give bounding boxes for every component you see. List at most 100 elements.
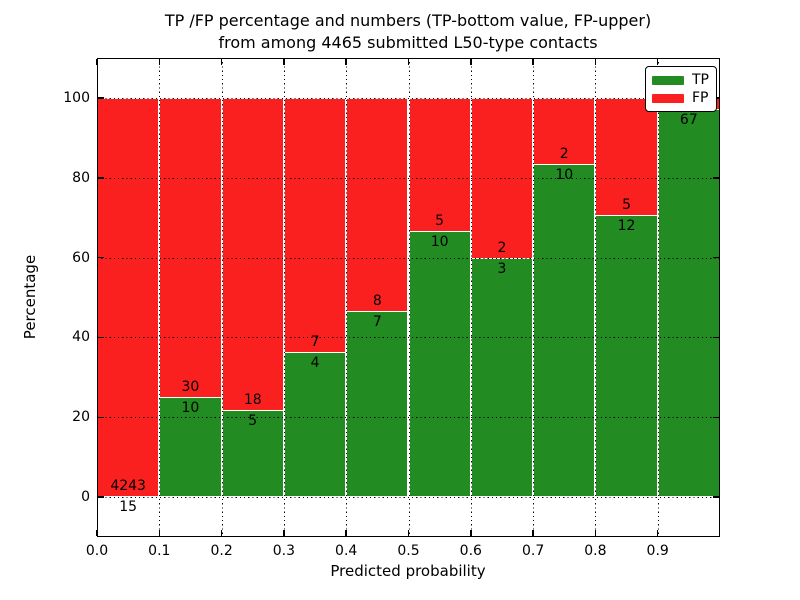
x-tick-label-0.4: 0.4 xyxy=(335,543,358,559)
x-tick-top-0.8 xyxy=(594,59,597,65)
x-tick-top-0 xyxy=(96,59,98,65)
legend-item-tp: TP xyxy=(652,71,710,89)
y-tick-label-20: 20 xyxy=(72,409,90,426)
x-tick-top-0.4 xyxy=(345,59,347,65)
x-tick-bottom-0.4 xyxy=(345,530,347,536)
x-tick-bottom-0.3 xyxy=(283,530,285,536)
fp-count-label-2: 18 xyxy=(243,392,262,409)
x-tick-label-0.5: 0.5 xyxy=(397,543,420,559)
x-tick-bottom-0.5 xyxy=(407,530,410,536)
x-tick-top-0.7 xyxy=(532,59,534,65)
x-tick-top-0.9 xyxy=(656,59,659,65)
x-tick-bottom-0.9 xyxy=(656,530,659,536)
bar-0.0-0.1 xyxy=(97,97,160,498)
bar-segment-fp-5 xyxy=(409,98,470,232)
gridline-x-0.8 xyxy=(595,58,597,537)
legend: TP FP xyxy=(645,66,717,112)
tp-count-label-1: 10 xyxy=(181,400,200,417)
gridline-x-0.3 xyxy=(283,58,285,537)
x-tick-bottom-0.7 xyxy=(532,530,534,536)
y-tick-left-80 xyxy=(98,177,104,179)
tp-count-label-9: 67 xyxy=(679,112,698,129)
bar-segment-fp-3 xyxy=(284,98,346,353)
chart-title: TP /FP percentage and numbers (TP-bottom… xyxy=(165,10,651,54)
fp-count-label-3: 7 xyxy=(310,333,320,350)
y-tick-left-100 xyxy=(98,97,104,99)
y-tick-left-60 xyxy=(98,256,104,259)
y-tick-left-0 xyxy=(98,496,104,498)
y-tick-label-60: 60 xyxy=(72,249,90,266)
x-tick-top-0.3 xyxy=(283,59,285,65)
x-tick-top-0.1 xyxy=(158,59,161,65)
bar-0.7-0.8 xyxy=(533,97,596,498)
bar-0.1-0.2 xyxy=(159,97,222,498)
tp-count-label-6: 3 xyxy=(497,260,507,277)
y-tick-right-80 xyxy=(713,177,719,179)
x-tick-label-0.6: 0.6 xyxy=(459,543,482,559)
bar-0.4-0.5 xyxy=(346,97,409,498)
x-tick-top-0.5 xyxy=(407,59,410,65)
fp-count-label-4: 8 xyxy=(372,292,382,309)
y-tick-label-0: 0 xyxy=(81,489,90,506)
gridline-x-0.1 xyxy=(159,58,161,537)
gridline-x-0.7 xyxy=(533,58,535,537)
x-tick-bottom-0.6 xyxy=(470,530,472,536)
x-tick-label-0.0: 0.0 xyxy=(85,543,109,559)
x-tick-label-0.3: 0.3 xyxy=(272,543,296,559)
y-tick-right-0 xyxy=(713,496,719,498)
x-tick-label-0.1: 0.1 xyxy=(148,543,171,559)
fp-count-label-5: 5 xyxy=(435,212,445,229)
chart-title-line2: from among 4465 submitted L50-type conta… xyxy=(218,33,598,52)
bar-segment-fp-1 xyxy=(160,98,221,399)
tp-count-label-2: 5 xyxy=(248,413,258,430)
gridline-x-0.2 xyxy=(221,58,223,537)
x-tick-label-0.7: 0.7 xyxy=(521,543,545,559)
bar-0.5-0.6 xyxy=(408,97,471,498)
fp-count-label-8: 5 xyxy=(622,197,632,214)
bar-segment-fp-0 xyxy=(98,98,159,497)
fp-count-label-7: 2 xyxy=(559,146,569,163)
y-axis-label: Percentage xyxy=(21,254,39,340)
legend-item-fp: FP xyxy=(652,89,710,107)
y-tick-label-80: 80 xyxy=(72,169,90,186)
legend-label-tp: TP xyxy=(692,72,709,88)
gridline-x-0.6 xyxy=(470,58,472,537)
y-tick-left-40 xyxy=(98,336,104,339)
y-tick-right-40 xyxy=(713,336,719,339)
y-tick-right-20 xyxy=(713,416,719,418)
y-tick-left-20 xyxy=(98,416,104,418)
tp-count-label-0: 15 xyxy=(119,498,138,515)
gridline-x-0.5 xyxy=(408,58,410,537)
y-tick-label-40: 40 xyxy=(72,329,90,346)
y-tick-right-60 xyxy=(713,256,719,259)
gridline-x-0.9 xyxy=(657,58,659,537)
legend-label-fp: FP xyxy=(692,90,709,106)
fp-count-label-0: 4243 xyxy=(110,477,146,494)
y-tick-label-100: 100 xyxy=(63,89,90,106)
bar-segment-fp-2 xyxy=(222,98,283,412)
bar-segment-fp-8 xyxy=(596,98,657,217)
x-tick-top-0.2 xyxy=(220,59,223,65)
x-tick-bottom-0.1 xyxy=(158,530,161,536)
tp-count-label-5: 10 xyxy=(430,233,449,250)
x-tick-top-0.6 xyxy=(470,59,472,65)
bar-0.9-1.0 xyxy=(657,97,720,498)
bar-segment-fp-4 xyxy=(347,98,408,312)
tp-swatch-icon xyxy=(652,75,684,85)
bar-0.6-0.7 xyxy=(470,97,534,498)
x-tick-label-0.8: 0.8 xyxy=(584,543,607,559)
x-tick-bottom-0.8 xyxy=(594,530,597,536)
tp-count-label-7: 10 xyxy=(555,167,574,184)
bar-0.8-0.9 xyxy=(595,97,658,498)
gridline-x-0.4 xyxy=(346,58,348,537)
tp-count-label-3: 4 xyxy=(310,354,320,371)
fp-count-label-1: 30 xyxy=(181,379,200,396)
chart-title-line1: TP /FP percentage and numbers (TP-bottom… xyxy=(164,11,652,30)
x-tick-label-0.9: 0.9 xyxy=(646,543,669,559)
x-tick-bottom-0.2 xyxy=(220,530,223,536)
tp-count-label-4: 7 xyxy=(372,313,382,330)
x-axis-label: Predicted probability xyxy=(330,562,486,580)
fp-count-label-6: 2 xyxy=(497,239,507,256)
fp-swatch-icon xyxy=(652,93,684,103)
